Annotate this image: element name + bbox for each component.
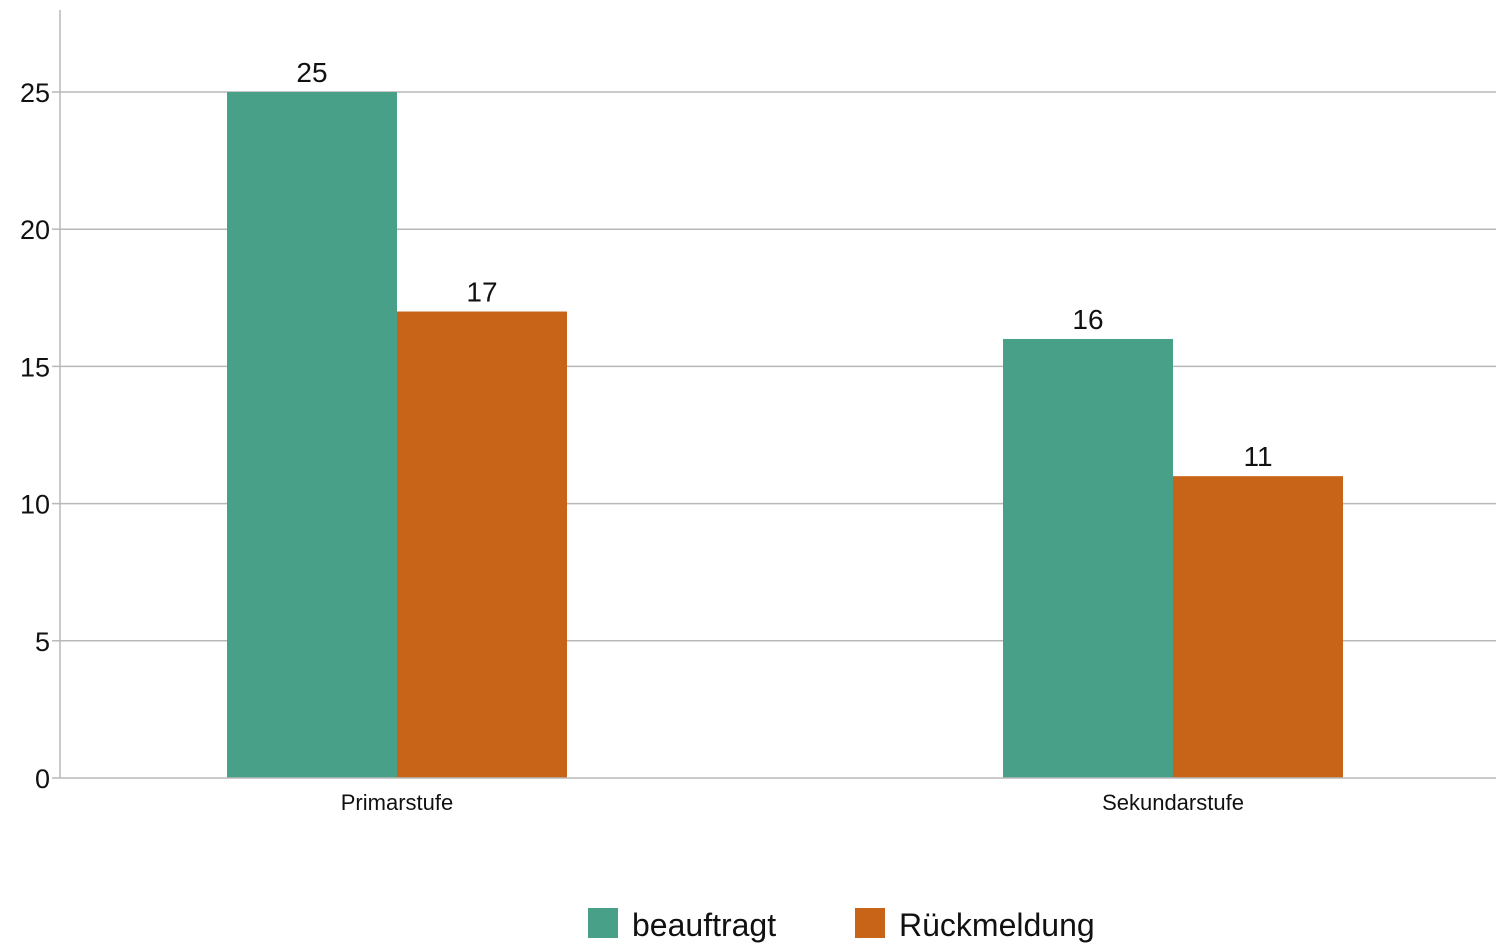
data-label-Sekundarstufe-beauftragt: 16 (1072, 304, 1103, 335)
bar-Sekundarstufe-beauftragt (1003, 338, 1173, 778)
bar-Primarstufe-beauftragt (227, 92, 397, 778)
legend-swatch-Rückmeldung (855, 908, 885, 938)
data-label-Sekundarstufe-Rückmeldung: 11 (1243, 441, 1272, 472)
y-tick-label-20: 20 (20, 215, 50, 245)
y-tick-label-0: 0 (35, 764, 50, 794)
bar-Primarstufe-Rückmeldung (397, 311, 567, 778)
category-label-Primarstufe: Primarstufe (341, 790, 453, 815)
category-label-Sekundarstufe: Sekundarstufe (1102, 790, 1244, 815)
data-label-Primarstufe-beauftragt: 25 (296, 57, 327, 88)
legend: beauftragt Rückmeldung (588, 907, 1095, 943)
y-tick-label-5: 5 (35, 627, 50, 657)
bar-Sekundarstufe-Rückmeldung (1173, 476, 1343, 778)
y-tick-label-10: 10 (20, 490, 50, 520)
y-tick-label-15: 15 (20, 352, 50, 382)
axes (52, 10, 1496, 779)
legend-swatch-beauftragt (588, 908, 618, 938)
labels: 0 5 10 15 20 25 25 17 Primarstufe 16 11 Sekundarstu… (20, 57, 1273, 815)
y-tick-label-25: 25 (20, 78, 50, 108)
bars (227, 92, 1343, 778)
data-label-Primarstufe-Rückmeldung: 17 (466, 277, 497, 308)
legend-label-beauftragt: beauftragt (632, 907, 776, 943)
legend-label-Rückmeldung: Rückmeldung (899, 907, 1095, 943)
